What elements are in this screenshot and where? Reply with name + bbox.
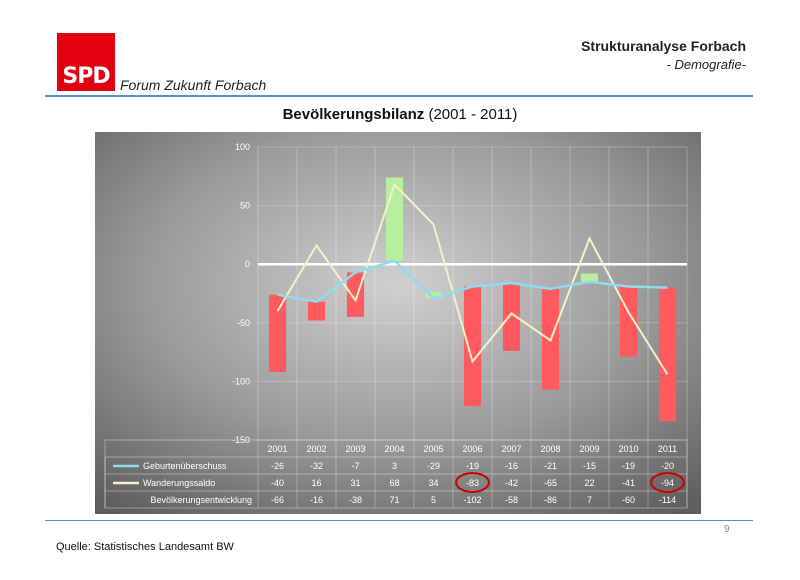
table-cell: -32 (310, 461, 323, 471)
table-cell: 31 (350, 478, 360, 488)
table-cell: -58 (505, 495, 518, 505)
population-chart: 100 50 0 -50 -100 -150 2001 2002 2003 2004 2005 20… (95, 132, 701, 514)
balance-bar-2005 (424, 292, 443, 299)
legend-label-1: Wanderungssaldo (143, 478, 215, 488)
table-cell: -60 (622, 495, 635, 505)
table-year-2005: 2005 (423, 444, 443, 454)
table-cell: 5 (431, 495, 436, 505)
table-cell: -16 (505, 461, 518, 471)
page-number: 9 (724, 524, 730, 535)
table-cell: -86 (544, 495, 557, 505)
table-cell: -21 (544, 461, 557, 471)
table-cell: 7 (587, 495, 592, 505)
table-cell: -29 (427, 461, 440, 471)
table-cell: 71 (389, 495, 399, 505)
footer-divider (45, 520, 753, 521)
table-year-2003: 2003 (345, 444, 365, 454)
y-tick-label: 50 (240, 201, 250, 211)
table-cell: 3 (392, 461, 397, 471)
table-cell: -41 (622, 478, 635, 488)
table-year-2001: 2001 (267, 444, 287, 454)
y-tick-label: 0 (245, 259, 250, 269)
table-cell: -114 (659, 495, 676, 505)
table-cell: -65 (544, 478, 557, 488)
chart-title: Bevölkerungsbilanz (2001 - 2011) (0, 106, 800, 123)
page-title: Strukturanalyse Forbach (581, 38, 746, 54)
chart-title-range: (2001 - 2011) (424, 106, 518, 123)
series-line-geburtenueberschuss (277, 259, 668, 304)
table-cell: -102 (463, 495, 481, 505)
balance-bar-2007 (502, 282, 521, 351)
table-cell: -26 (271, 461, 284, 471)
y-tick-label: -100 (232, 376, 250, 386)
table-cell: -20 (661, 461, 674, 471)
table-cell: -38 (349, 495, 362, 505)
legend-label-2: Bevölkerungsentwicklung (150, 495, 252, 505)
table-cell: 22 (584, 478, 594, 488)
table-cell: -42 (505, 478, 518, 488)
balance-bar-2009 (580, 273, 599, 282)
header-divider (45, 95, 753, 97)
table-year-2006: 2006 (462, 444, 482, 454)
table-cell: -40 (271, 478, 284, 488)
balance-bar-2002 (307, 301, 326, 321)
table-year-2007: 2007 (501, 444, 521, 454)
table-year-2011: 2011 (658, 444, 677, 454)
balance-bar-2001 (268, 294, 287, 373)
table-year-2004: 2004 (384, 444, 404, 454)
data-table-frame (104, 439, 688, 509)
table-cell: -66 (271, 495, 284, 505)
table-cell: -15 (583, 461, 596, 471)
spd-logo: SPD (57, 33, 115, 91)
table-year-2008: 2008 (540, 444, 560, 454)
legend-label-0: Geburtenüberschuss (143, 461, 227, 471)
y-tick-label: -150 (232, 435, 250, 445)
chart-title-main: Bevölkerungsbilanz (282, 106, 425, 123)
table-cell: 68 (389, 478, 399, 488)
table-cell: -19 (622, 461, 635, 471)
y-tick-label: -50 (237, 318, 250, 328)
table-year-2009: 2009 (579, 444, 599, 454)
table-year-2002: 2002 (306, 444, 326, 454)
table-year-2010: 2010 (618, 444, 638, 454)
highlight-circle-2011 (650, 472, 685, 493)
page-subtitle: - Demografie- (666, 57, 746, 72)
table-cell: -94 (661, 478, 674, 488)
highlight-circle-2006 (455, 472, 490, 493)
table-cell: -83 (466, 478, 479, 488)
table-cell: -19 (466, 461, 479, 471)
forum-subtitle: Forum Zukunft Forbach (120, 77, 267, 93)
table-cell: 34 (428, 478, 438, 488)
balance-bar-2006 (463, 286, 482, 407)
table-cell: -7 (351, 461, 359, 471)
balance-bar-2011 (658, 287, 677, 422)
source-note: Quelle: Statistisches Landesamt BW (56, 541, 234, 553)
balance-bar-2003 (346, 272, 365, 317)
table-cell: -16 (310, 495, 323, 505)
table-cell: 16 (311, 478, 321, 488)
y-tick-label: 100 (235, 142, 250, 152)
